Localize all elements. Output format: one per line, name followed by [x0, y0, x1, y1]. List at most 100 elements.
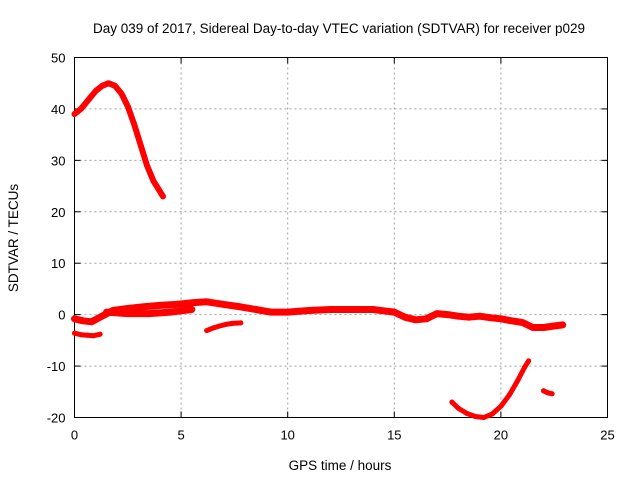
- data-point: [210, 325, 216, 331]
- data-point: [551, 323, 557, 329]
- data-point: [449, 399, 455, 405]
- data-point: [498, 403, 504, 409]
- x-tick-label: 10: [280, 428, 294, 443]
- data-point: [189, 307, 195, 312]
- data-point: [519, 319, 525, 325]
- data-point: [560, 322, 566, 328]
- data-point: [204, 299, 210, 305]
- axis-ticks: [74, 57, 608, 418]
- data-point: [204, 328, 210, 334]
- x-tick-label: 15: [387, 428, 401, 443]
- y-tick-label: 50: [51, 51, 65, 66]
- data-point: [112, 83, 118, 89]
- data-point: [91, 333, 97, 339]
- data-point: [157, 302, 163, 308]
- data-point: [140, 304, 146, 310]
- data-point: [445, 312, 451, 318]
- data-point: [506, 392, 512, 398]
- x-tick-label: 5: [177, 428, 184, 443]
- data-point: [84, 98, 90, 104]
- data-point: [125, 311, 131, 317]
- data-point: [413, 317, 419, 323]
- data-point: [434, 311, 440, 317]
- data-point: [455, 405, 461, 411]
- data-point: [481, 415, 487, 420]
- data-point: [146, 311, 152, 317]
- data-point: [78, 106, 84, 112]
- y-tick-label: 0: [58, 308, 65, 323]
- data-point: [238, 320, 244, 326]
- data-point: [253, 307, 259, 312]
- data-point: [549, 391, 555, 397]
- data-point: [174, 301, 180, 307]
- data-point: [99, 83, 105, 89]
- series-late-dip-arc: [449, 358, 532, 420]
- data-point: [150, 178, 156, 184]
- data-point: [402, 314, 408, 320]
- data-point: [545, 390, 551, 396]
- data-point: [72, 111, 77, 117]
- data-point: [487, 315, 493, 321]
- data-point: [521, 365, 527, 371]
- data-point: [106, 80, 112, 86]
- data-series: [71, 80, 567, 420]
- data-point: [530, 325, 536, 330]
- data-point: [78, 332, 84, 338]
- data-point: [509, 318, 515, 324]
- data-point: [104, 309, 109, 315]
- tick-labels: 0 5 10 15 20 25 -20 -10 0 10 20 30 40 50: [47, 51, 615, 443]
- x-tick-label: 20: [494, 428, 508, 443]
- data-point: [221, 301, 227, 307]
- data-point: [541, 388, 546, 394]
- plot-frame: [74, 57, 608, 418]
- y-tick-label: -20: [47, 411, 66, 426]
- data-point: [189, 300, 195, 306]
- data-point: [89, 319, 95, 325]
- data-point: [72, 316, 77, 322]
- data-point: [391, 309, 397, 315]
- x-axis-label: GPS time / hours: [289, 458, 392, 473]
- data-point: [157, 188, 163, 194]
- data-point: [80, 318, 86, 324]
- y-axis-label: SDTVAR / TECUs: [6, 184, 21, 293]
- data-point: [144, 163, 150, 168]
- data-point: [489, 411, 495, 417]
- data-point: [223, 321, 229, 327]
- data-point: [118, 91, 124, 96]
- y-tick-label: 10: [51, 256, 65, 271]
- data-point: [472, 414, 478, 419]
- data-point: [515, 377, 521, 383]
- y-tick-label: 40: [51, 102, 65, 117]
- data-point: [466, 314, 472, 320]
- data-point: [138, 142, 144, 148]
- data-point: [167, 309, 173, 315]
- data-point: [370, 307, 376, 312]
- data-point: [526, 358, 532, 364]
- data-point: [477, 313, 483, 319]
- data-point: [285, 309, 291, 315]
- data-point: [217, 323, 222, 329]
- data-point: [423, 316, 429, 322]
- x-tick-label: 0: [71, 428, 78, 443]
- grid-lines: [74, 57, 608, 418]
- data-point: [541, 325, 546, 330]
- x-tick-label: 25: [600, 428, 614, 443]
- data-point: [97, 314, 103, 320]
- data-point: [97, 331, 103, 337]
- data-point: [238, 304, 244, 310]
- data-point: [464, 410, 470, 416]
- data-point: [125, 103, 131, 109]
- data-point: [229, 320, 235, 326]
- y-tick-label: 30: [51, 153, 65, 168]
- chart-title: Day 039 of 2017, Sidereal Day-to-day VTE…: [93, 21, 585, 36]
- data-point: [306, 308, 312, 313]
- data-point: [84, 332, 90, 338]
- data-point: [93, 88, 99, 94]
- data-point: [498, 316, 504, 322]
- data-point: [349, 307, 355, 312]
- data-point: [160, 193, 166, 199]
- data-point: [125, 306, 131, 311]
- data-point: [327, 307, 333, 312]
- data-point: [72, 330, 77, 336]
